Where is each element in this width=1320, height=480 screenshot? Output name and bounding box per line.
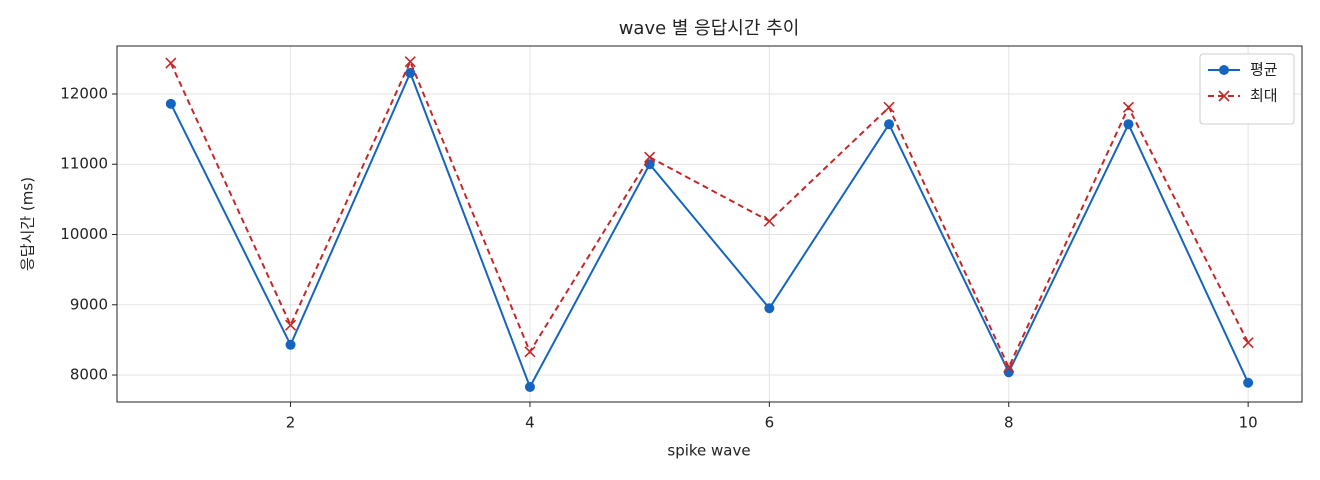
x-tick-label: 4 bbox=[525, 414, 535, 432]
marker bbox=[763, 215, 775, 227]
marker bbox=[1003, 367, 1014, 378]
marker bbox=[405, 67, 416, 78]
x-tick-label: 2 bbox=[286, 414, 296, 432]
marker bbox=[404, 56, 416, 68]
y-tick-label: 9000 bbox=[70, 295, 108, 313]
marker bbox=[1243, 377, 1254, 388]
legend-label: 평균 bbox=[1250, 61, 1278, 79]
marker bbox=[524, 346, 536, 358]
marker bbox=[883, 101, 895, 113]
x-axis-label: spike wave bbox=[667, 442, 750, 460]
y-tick-label: 11000 bbox=[60, 155, 108, 173]
marker bbox=[165, 57, 177, 69]
marker bbox=[1123, 119, 1134, 130]
marker bbox=[1242, 337, 1254, 349]
x-tick-label: 6 bbox=[765, 414, 775, 432]
marker bbox=[1003, 361, 1015, 373]
series-line bbox=[169, 59, 1250, 370]
legend-marker bbox=[1218, 90, 1230, 102]
y-axis-label: 응답시간 (ms) bbox=[19, 177, 37, 271]
legend-label: 최대 bbox=[1250, 87, 1278, 105]
y-tick-label: 8000 bbox=[70, 366, 108, 384]
marker bbox=[884, 119, 895, 130]
plot-frame bbox=[116, 45, 1303, 403]
series-line bbox=[169, 70, 1250, 390]
marker bbox=[285, 339, 296, 350]
x-tick-label: 8 bbox=[1004, 414, 1014, 432]
marker bbox=[165, 98, 176, 109]
chart-title: wave 별 응답시간 추이 bbox=[619, 18, 800, 39]
y-tick-label: 12000 bbox=[60, 84, 108, 102]
marker bbox=[764, 303, 775, 314]
marker bbox=[284, 319, 297, 331]
legend-box bbox=[1199, 53, 1295, 125]
legend-marker bbox=[1219, 65, 1229, 75]
marker bbox=[1122, 101, 1135, 113]
marker bbox=[644, 151, 656, 163]
y-tick-label: 10000 bbox=[60, 225, 108, 243]
x-tick-label: 10 bbox=[1239, 414, 1258, 432]
marker bbox=[524, 381, 535, 392]
